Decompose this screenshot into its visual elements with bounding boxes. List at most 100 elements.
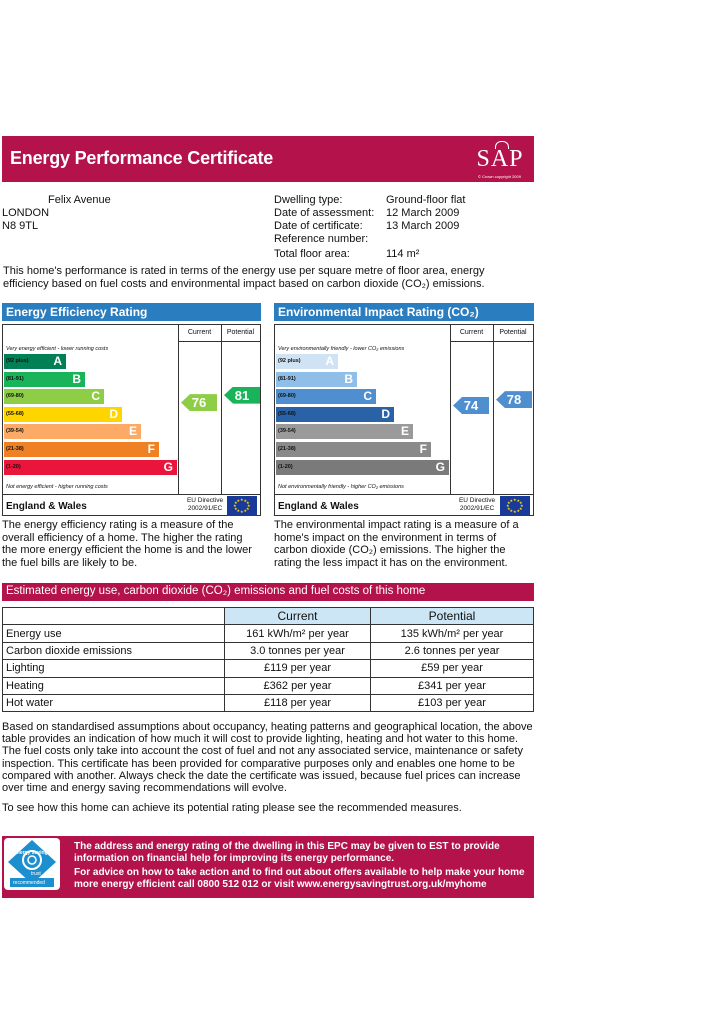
panel-title: Environmental Impact Rating (CO₂): [274, 303, 534, 321]
eu-star-icon: ★: [236, 508, 241, 514]
rating-band-a: (92 plus) A: [276, 354, 338, 369]
eu-flag-icon: ★ ★ ★ ★ ★ ★ ★ ★ ★ ★ ★ ★: [500, 496, 530, 516]
rating-band-g: (1-20) G: [4, 459, 177, 475]
col-current: Current: [224, 606, 371, 626]
column-divider: [450, 325, 451, 494]
rating-band-a: (92 plus) A: [4, 354, 66, 369]
environmental-description: The environmental impact rating is a mea…: [274, 519, 519, 569]
eu-star-icon: ★: [246, 506, 250, 511]
column-potential-label: Potential: [499, 329, 527, 336]
eu-star-icon: ★: [509, 508, 514, 514]
est-logo-top: energy saving: [14, 850, 48, 856]
dwelling-details: Dwelling type: Ground-floor flat Date of …: [274, 194, 466, 260]
eu-star-icon: ★: [516, 497, 521, 503]
rating-band-b: (81-91) B: [4, 371, 85, 387]
table-row: Energy use 161 kWh/m² per year 135 kWh/m² …: [2, 624, 534, 643]
rating-box: Current Potential Very energy efficient - …: [2, 324, 261, 516]
footer-region: England & Wales: [6, 501, 87, 512]
est-logo-icon: [8, 840, 56, 887]
footer-divider: [275, 494, 533, 495]
estimated-costs-table: Current Potential Energy use 161 kWh/m² p…: [2, 606, 534, 713]
panel-title: Energy Efficiency Rating: [2, 303, 261, 321]
eu-star-icon: ★: [243, 497, 248, 503]
bottom-note: Not environmentally friendly - higher CO…: [278, 484, 404, 490]
rating-band-g: (1-20) G: [276, 459, 449, 475]
rating-band-c: (69-80) C: [276, 389, 376, 405]
eu-star-icon: ★: [233, 503, 237, 508]
environmental-impact-panel: Environmental Impact Rating (CO₂) Curren…: [274, 303, 534, 516]
header-divider: [178, 341, 260, 342]
energy-efficiency-panel: Energy Efficiency Rating Current Potentia…: [2, 303, 261, 516]
band-letter: D: [109, 406, 118, 421]
rating-band-f: (21-38) F: [4, 442, 159, 457]
address-line-2: LONDON: [2, 207, 50, 219]
empty-header: [2, 606, 225, 626]
rating-box: Current Potential Very environmentally fri…: [274, 324, 534, 516]
eu-star-icon: ★: [506, 506, 511, 511]
eu-star-icon: ★: [247, 503, 251, 508]
band-range: (81-91): [278, 375, 296, 382]
eu-star-icon: ★: [240, 497, 244, 502]
band-letter: G: [435, 459, 445, 474]
bottom-note: Not energy efficient - higher running co…: [6, 484, 108, 490]
crown-icon: [495, 141, 509, 149]
current-rating-arrow: 74: [453, 397, 489, 414]
address-line-1: Felix Avenue: [48, 194, 111, 206]
eu-star-icon: ★: [520, 503, 524, 508]
table-row: Hot water £118 per year £103 per year: [2, 693, 534, 713]
eu-star-icon: ★: [243, 508, 248, 514]
eu-star-icon: ★: [519, 506, 523, 511]
band-letter: C: [91, 389, 100, 404]
current-rating-arrow: 76: [181, 394, 217, 412]
band-range: (1-20): [6, 463, 21, 470]
efficiency-description: The energy efficiency rating is a measur…: [2, 519, 252, 569]
eu-directive: EU Directive 2002/91/EC: [186, 497, 224, 512]
eu-star-icon: ★: [506, 503, 510, 508]
eu-directive: EU Directive 2002/91/EC: [458, 497, 496, 512]
address-line-3: N8 9TL: [2, 220, 39, 232]
eu-star-icon: ★: [233, 500, 238, 505]
band-letter: A: [325, 354, 334, 368]
col-potential: Potential: [370, 606, 534, 626]
rating-band-f: (21-38) F: [276, 442, 431, 457]
band-letter: F: [419, 442, 427, 456]
band-letter: C: [363, 389, 372, 404]
recommended-measures-text: To see how this home can achieve its pot…: [2, 802, 462, 814]
sap-logo: SAP: [476, 146, 524, 172]
sap-copyright: © Crown copyright 2009: [478, 174, 521, 179]
band-range: (69-80): [278, 393, 296, 400]
eu-star-icon: ★: [506, 500, 511, 505]
band-range: (92 plus): [6, 358, 29, 364]
band-range: (21-38): [278, 446, 296, 452]
band-range: (81-91): [6, 375, 24, 382]
band-range: (69-80): [6, 393, 24, 400]
assumptions-paragraph: Based on standardised assumptions about …: [2, 721, 533, 795]
band-letter: G: [163, 459, 173, 474]
band-range: (39-54): [278, 428, 296, 435]
rating-band-d: (55-68) D: [276, 406, 394, 422]
band-letter: E: [400, 424, 409, 439]
eu-star-icon: ★: [233, 506, 238, 511]
est-logo-trust: trust: [31, 871, 41, 877]
eu-star-icon: ★: [519, 500, 523, 505]
top-note: Very energy efficient - lower running co…: [6, 346, 109, 352]
band-range: (55-68): [278, 410, 296, 417]
eu-star-icon: ★: [513, 497, 517, 502]
column-current-label: Current: [187, 329, 212, 336]
energy-saving-trust-logo: energy saving trust recommended: [4, 838, 60, 890]
footer-region: England & Wales: [278, 501, 359, 512]
band-range: (55-68): [6, 410, 24, 417]
est-text-1: The address and energy rating of the dwe…: [74, 841, 500, 864]
table-row: Lighting £119 per year £59 per year: [2, 659, 534, 678]
eu-star-icon: ★: [246, 500, 250, 505]
table-row: Carbon dioxide emissions 3.0 tonnes per y…: [2, 641, 534, 661]
eu-star-icon: ★: [516, 508, 521, 514]
band-range: (92 plus): [278, 358, 301, 364]
rating-band-b: (81-91) B: [276, 371, 357, 387]
page-title: Energy Performance Certificate: [10, 148, 274, 168]
est-banner: [2, 836, 534, 898]
band-letter: B: [72, 371, 81, 386]
column-divider: [178, 325, 179, 494]
band-range: (21-38): [6, 446, 24, 452]
band-letter: D: [381, 406, 390, 421]
